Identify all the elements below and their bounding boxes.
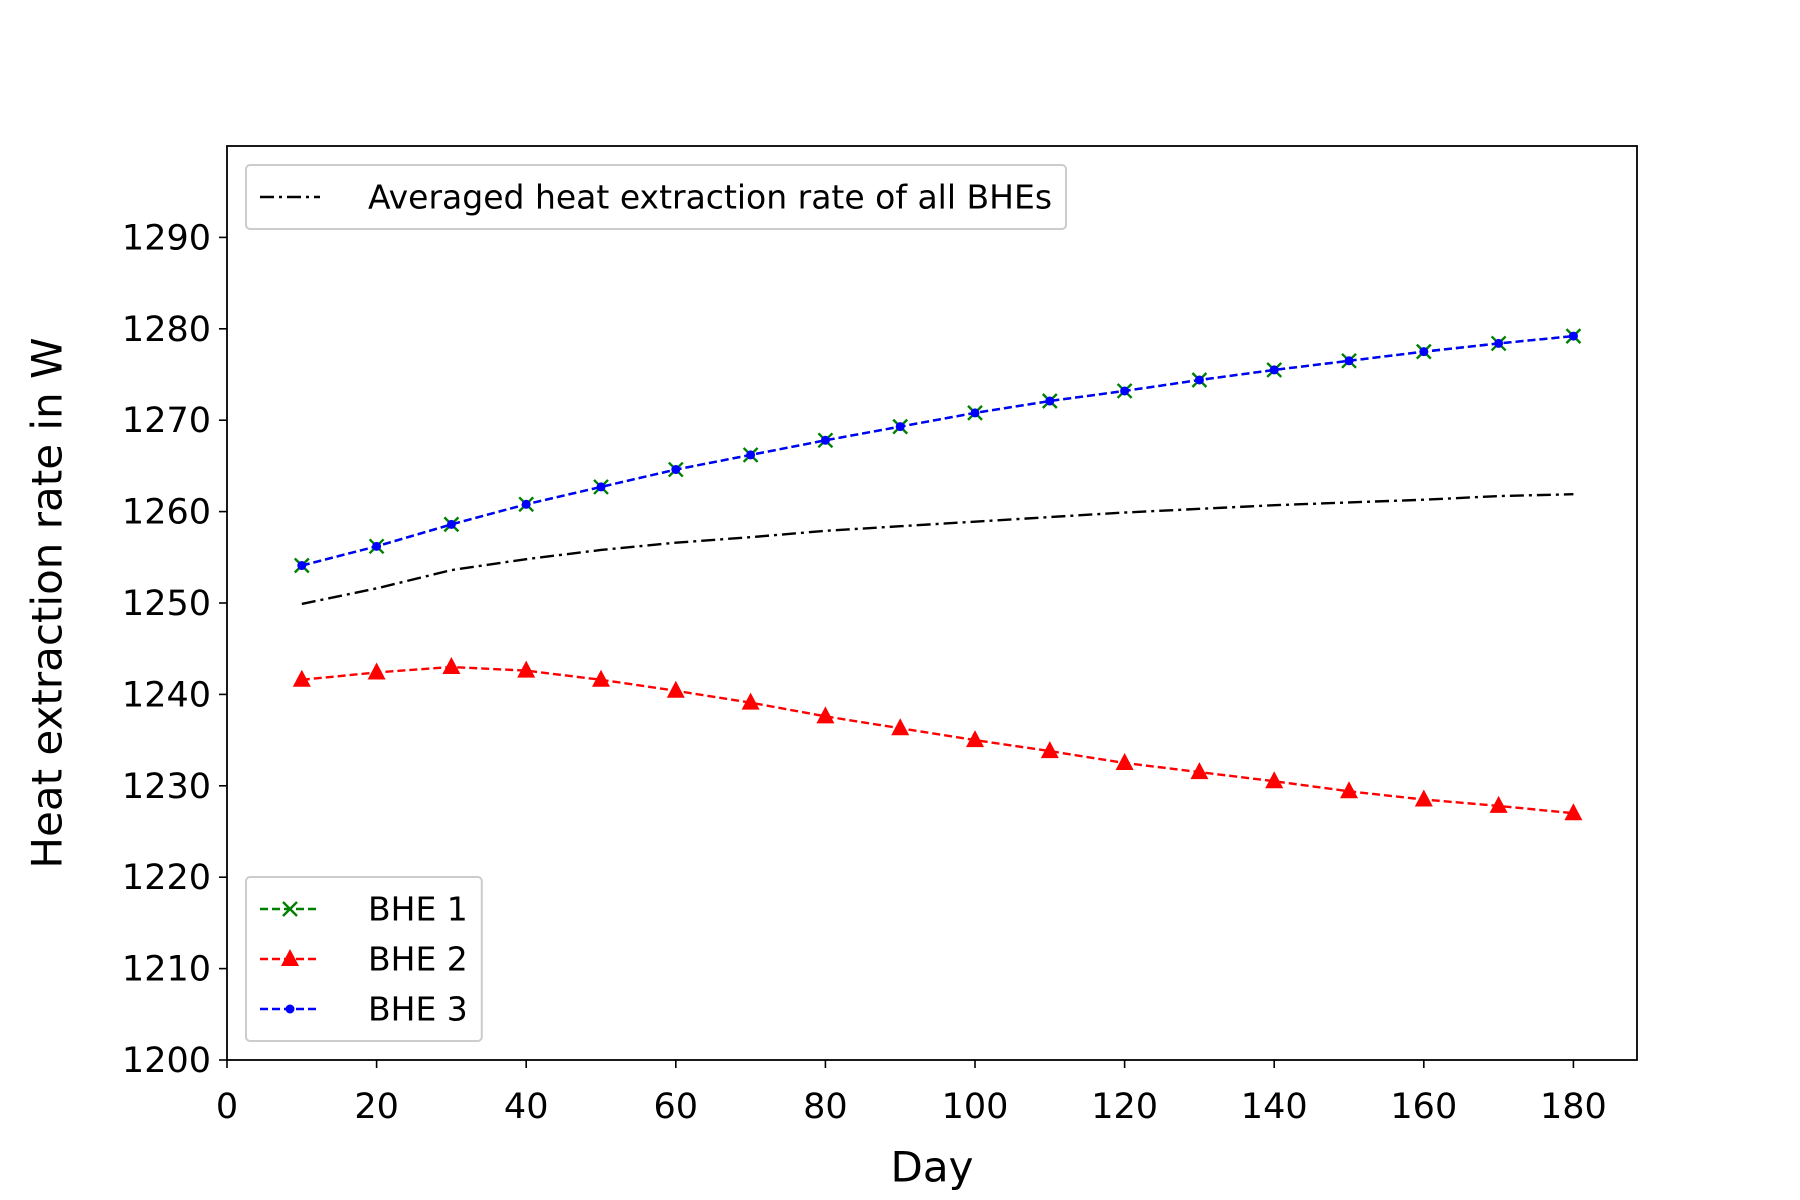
y-tick-label: 1230	[122, 767, 211, 807]
legend-label: Averaged heat extraction rate of all BHE…	[368, 178, 1052, 217]
marker-x	[282, 901, 298, 917]
legend-box	[245, 876, 483, 1042]
marker-dot	[970, 408, 980, 418]
legend-box	[245, 164, 1068, 230]
x-tick-label: 140	[1241, 1087, 1308, 1127]
marker-triangle	[816, 706, 835, 724]
marker-dot	[1568, 331, 1578, 341]
y-tick-label: 1250	[122, 584, 211, 624]
marker-dot	[895, 422, 905, 432]
marker-triangle	[1115, 752, 1134, 770]
y-tick-label: 1200	[122, 1041, 211, 1081]
x-axis-label: Day	[891, 1143, 974, 1192]
marker-dot	[1045, 396, 1055, 406]
marker-triangle	[517, 660, 536, 678]
marker-dot	[521, 499, 531, 509]
x-tick-label: 160	[1390, 1087, 1457, 1127]
y-tick-label: 1280	[122, 310, 211, 350]
legend-label: BHE 2	[368, 940, 468, 979]
legend: BHE 1 BHE 2 BHE 3	[245, 876, 483, 1042]
marker-triangle	[891, 718, 910, 736]
series-line	[301, 334, 1574, 567]
x-tick-label: 180	[1540, 1087, 1607, 1127]
marker-dot	[820, 435, 830, 445]
marker-triangle	[1340, 781, 1359, 799]
marker-triangle	[367, 662, 386, 680]
marker-triangle	[1564, 803, 1583, 821]
marker-dot	[596, 482, 606, 492]
legend-label: BHE 1	[368, 890, 468, 929]
marker-dot	[1194, 375, 1204, 385]
marker-dot	[285, 1004, 295, 1014]
x-tick-label: 60	[654, 1087, 699, 1127]
y-axis-label: Heat extraction rate in W	[23, 337, 72, 868]
x-tick-label: 40	[504, 1087, 549, 1127]
marker-triangle	[592, 669, 611, 687]
marker-triangle	[1265, 771, 1284, 789]
marker-triangle	[281, 949, 299, 966]
marker-dot	[1419, 347, 1429, 357]
marker-triangle	[1489, 795, 1508, 813]
series-line	[301, 665, 1574, 815]
y-tick-label: 1290	[122, 218, 211, 258]
marker-dot	[446, 519, 456, 529]
legend-label: BHE 3	[368, 990, 468, 1029]
y-tick-label: 1210	[122, 950, 211, 990]
marker-dot	[372, 541, 382, 551]
marker-dot	[1269, 365, 1279, 375]
x-tick-label: 20	[354, 1087, 399, 1127]
y-tick-label: 1270	[122, 401, 211, 441]
marker-dot	[746, 450, 756, 460]
x-tick-label: 100	[942, 1087, 1009, 1127]
x-tick-label: 0	[216, 1087, 238, 1127]
marker-dot	[1120, 386, 1130, 396]
marker-triangle	[442, 656, 461, 674]
legend: Averaged heat extraction rate of all BHE…	[245, 164, 1068, 230]
y-tick-label: 1240	[122, 675, 211, 715]
plot-frame	[226, 145, 1638, 1061]
marker-dot	[1344, 356, 1354, 366]
marker-triangle	[1040, 741, 1059, 759]
marker-triangle	[741, 692, 760, 710]
marker-triangle	[666, 680, 685, 698]
y-tick-label: 1220	[122, 858, 211, 898]
marker-dot	[1494, 338, 1504, 348]
marker-triangle	[1190, 762, 1209, 780]
marker-dot	[297, 561, 307, 571]
series-line	[301, 493, 1574, 606]
marker-dot	[671, 465, 681, 475]
marker-triangle	[1414, 789, 1433, 807]
series-line	[301, 334, 1574, 567]
marker-triangle	[292, 669, 311, 687]
y-tick-label: 1260	[122, 493, 211, 533]
marker-triangle	[966, 730, 985, 748]
x-tick-label: 80	[803, 1087, 848, 1127]
x-tick-label: 120	[1091, 1087, 1158, 1127]
